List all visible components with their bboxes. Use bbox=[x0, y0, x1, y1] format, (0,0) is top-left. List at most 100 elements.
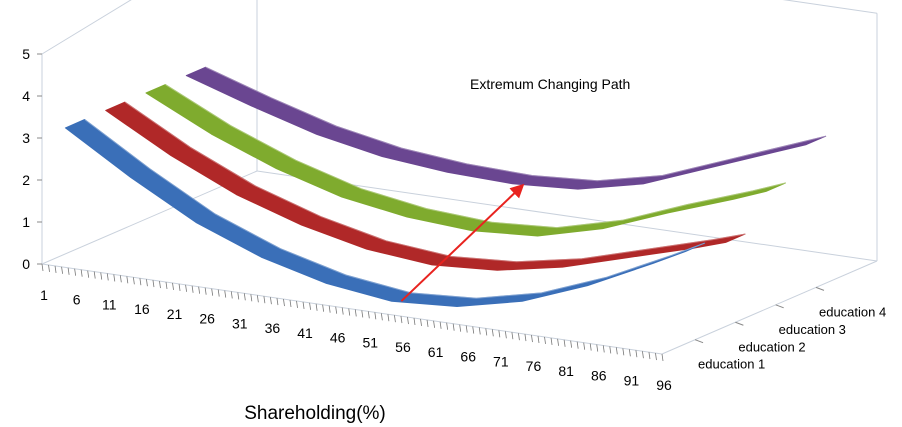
x-tick-mark bbox=[198, 286, 201, 294]
x-tick-mark bbox=[596, 344, 599, 352]
x-tick-mark bbox=[61, 266, 63, 274]
x-tick-label: 41 bbox=[297, 325, 313, 341]
x-axis: 1 6 11 16 21 26 31 36 41 46 51 56 61 66 71 76 81 86 91 96 bbox=[40, 263, 672, 393]
y-axis: 0 1 2 3 4 5 bbox=[22, 46, 42, 272]
x-tick-label: 26 bbox=[199, 311, 215, 327]
depth-category-label: education 4 bbox=[819, 304, 886, 319]
x-tick-mark bbox=[394, 315, 396, 323]
x-tick-mark bbox=[622, 348, 625, 356]
x-tick-mark bbox=[407, 316, 409, 325]
x-tick-mark bbox=[511, 332, 514, 340]
x-tick-label: 16 bbox=[134, 301, 150, 317]
x-tick-mark bbox=[67, 267, 70, 275]
x-tick-mark bbox=[589, 343, 592, 351]
x-tick-mark bbox=[335, 306, 338, 314]
side-wall-top-edge bbox=[41, 0, 132, 55]
x-tick-mark bbox=[537, 335, 540, 344]
x-tick-label: 11 bbox=[102, 296, 117, 312]
x-tick-mark bbox=[452, 323, 455, 331]
series-ribbon bbox=[64, 119, 706, 307]
x-tick-mark bbox=[576, 341, 579, 349]
x-tick-mark bbox=[531, 334, 533, 343]
x-tick-mark bbox=[224, 290, 227, 298]
x-tick-mark bbox=[93, 271, 96, 279]
floor-right-edge bbox=[661, 260, 878, 355]
y-tick-label: 2 bbox=[22, 172, 30, 188]
x-tick-label: 56 bbox=[395, 339, 411, 355]
x-tick-mark bbox=[217, 289, 220, 297]
x-tick-mark bbox=[341, 307, 344, 315]
x-tick-mark bbox=[354, 309, 357, 317]
x-tick-mark bbox=[380, 313, 383, 321]
x-tick-mark bbox=[400, 316, 403, 324]
x-tick-mark bbox=[524, 334, 527, 342]
x-tick-mark bbox=[146, 279, 148, 287]
x-tick-mark bbox=[152, 280, 155, 288]
x-tick-mark bbox=[309, 302, 311, 310]
x-tick-mark bbox=[256, 295, 259, 303]
x-tick-mark bbox=[243, 293, 246, 301]
x-tick-mark bbox=[413, 317, 416, 326]
depth-tick-mark bbox=[775, 304, 784, 309]
x-tick-mark bbox=[498, 330, 501, 338]
x-tick-mark bbox=[41, 263, 44, 272]
x-tick-mark bbox=[172, 282, 174, 291]
x-tick-label: 66 bbox=[460, 349, 476, 365]
x-tick-mark bbox=[655, 352, 657, 361]
series-ribbon bbox=[145, 84, 786, 237]
x-tick-mark bbox=[439, 321, 442, 329]
x-tick-mark bbox=[491, 329, 494, 337]
x-tick-mark bbox=[446, 322, 449, 330]
x-tick-mark bbox=[635, 350, 638, 358]
x-tick-mark bbox=[250, 294, 253, 302]
x-tick-mark bbox=[132, 277, 135, 285]
x-tick-mark bbox=[159, 280, 161, 289]
extremum-arrow-line bbox=[400, 183, 525, 302]
x-tick-mark bbox=[615, 347, 618, 355]
x-tick-mark bbox=[518, 333, 520, 341]
x-tick-mark bbox=[211, 288, 214, 296]
x-tick-mark bbox=[328, 305, 331, 313]
y-tick-label: 1 bbox=[22, 214, 30, 230]
x-tick-mark bbox=[302, 301, 305, 309]
depth-axis: education 1 education 2 education 3 educati… bbox=[694, 286, 886, 372]
x-tick-mark bbox=[557, 338, 559, 346]
x-tick-mark bbox=[563, 339, 566, 347]
y-tick-label: 0 bbox=[22, 256, 30, 272]
x-tick-mark bbox=[628, 349, 631, 357]
x-tick-mark bbox=[504, 331, 507, 339]
x-tick-mark bbox=[465, 325, 468, 333]
x-tick-mark bbox=[361, 310, 364, 318]
x-tick-mark bbox=[289, 299, 292, 308]
depth-category-label: education 2 bbox=[738, 339, 805, 354]
x-tick-mark bbox=[544, 336, 546, 345]
x-tick-mark bbox=[472, 326, 475, 334]
x-tick-mark bbox=[420, 318, 422, 327]
x-tick-mark bbox=[283, 298, 285, 307]
extremum-path-arrow bbox=[400, 183, 525, 302]
x-tick-label: 86 bbox=[591, 368, 607, 384]
x-tick-mark bbox=[48, 264, 50, 273]
series-ribbon-edge bbox=[205, 66, 826, 182]
x-tick-label: 51 bbox=[363, 334, 379, 350]
x-tick-label: 21 bbox=[167, 306, 183, 322]
x-tick-label: 61 bbox=[428, 344, 444, 360]
x-tick-mark bbox=[54, 265, 57, 273]
x-tick-mark bbox=[367, 311, 370, 319]
x-tick-mark bbox=[139, 278, 142, 286]
y-tick-label: 4 bbox=[22, 88, 30, 104]
x-tick-mark bbox=[485, 328, 488, 336]
floor-left-edge bbox=[41, 170, 258, 265]
x-tick-mark bbox=[296, 300, 298, 309]
x-tick-mark bbox=[178, 283, 181, 291]
x-tick-mark bbox=[126, 276, 129, 284]
x-tick-mark bbox=[426, 319, 429, 327]
x-tick-mark bbox=[322, 304, 325, 312]
x-tick-mark bbox=[185, 284, 187, 292]
chart-ribbons bbox=[64, 66, 827, 307]
extremum-annotation: Extremum Changing Path bbox=[470, 76, 630, 92]
x-tick-label: 1 bbox=[40, 287, 48, 303]
x-tick-mark bbox=[113, 274, 116, 282]
x-tick-label: 71 bbox=[493, 353, 509, 369]
depth-category-label: education 1 bbox=[698, 357, 765, 372]
